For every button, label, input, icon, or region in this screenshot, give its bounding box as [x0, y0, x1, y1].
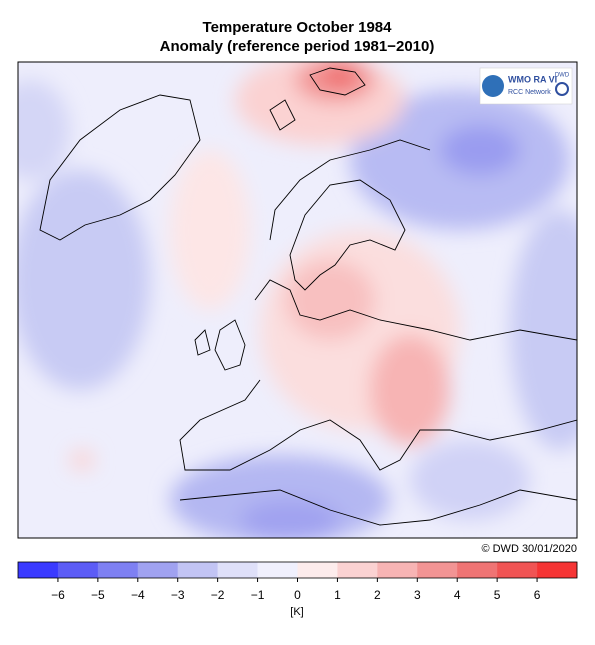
colorbar-tick-label: 3 — [414, 588, 421, 602]
coastline — [194, 329, 211, 356]
colorbar-tick-label: 4 — [454, 588, 461, 602]
colorbar-tick-label: −1 — [251, 588, 265, 602]
colorbar-box — [177, 562, 218, 578]
logo-swirl — [555, 82, 569, 96]
subtitle: Anomaly (reference period 1981−2010) — [160, 38, 435, 55]
colorbar-tick-label: 0 — [294, 588, 301, 602]
colorbar-tick-label: −4 — [131, 588, 145, 602]
colorbar-tick-label: −3 — [171, 588, 185, 602]
coastline — [269, 99, 296, 131]
colorbar-box — [417, 562, 458, 578]
map: WMO RA VI RCC Network DWD — [18, 62, 577, 538]
colorbar-box — [57, 562, 99, 578]
colorbar-box — [217, 562, 258, 578]
colorbar-box — [377, 562, 418, 578]
colorbar-unit: [K] — [290, 606, 303, 618]
coastline — [254, 279, 577, 341]
coastline — [214, 319, 246, 371]
colorbar-box — [297, 562, 338, 578]
coastline — [179, 489, 577, 526]
map-frame — [17, 61, 578, 539]
colorbar-box — [97, 562, 139, 578]
colorbar: −6 −5 −4 −3 −2 −1 0 1 2 3 4 5 6 — [17, 561, 578, 602]
colorbar-tick-label: −2 — [211, 588, 225, 602]
logo-network: RCC Network — [508, 89, 551, 96]
coastline — [309, 67, 366, 96]
coastline — [179, 379, 577, 471]
colorbar-box — [537, 562, 578, 578]
coastline — [39, 94, 201, 241]
colorbar-tick-label: −6 — [51, 588, 65, 602]
logo-emblem — [482, 75, 504, 97]
colorbar-tick-label: 6 — [534, 588, 541, 602]
credit: © DWD 30/01/2020 — [481, 543, 577, 555]
coastline — [269, 139, 431, 241]
colorbar-box — [497, 562, 538, 578]
colorbar-tick-label: 1 — [334, 588, 341, 602]
colorbar-tick-label: −5 — [91, 588, 105, 602]
colorbar-box — [18, 562, 59, 578]
colorbar-tick-label: 5 — [494, 588, 501, 602]
logo-name: WMO RA VI — [508, 74, 557, 84]
colorbar-tick-label: 2 — [374, 588, 381, 602]
title: Temperature October 1984 — [203, 19, 393, 36]
logo-service: DWD — [555, 73, 570, 79]
colorbar-box — [457, 562, 498, 578]
coastline — [289, 179, 406, 291]
colorbar-box — [257, 562, 298, 578]
colorbar-box — [337, 562, 378, 578]
colorbar-box — [137, 562, 179, 578]
